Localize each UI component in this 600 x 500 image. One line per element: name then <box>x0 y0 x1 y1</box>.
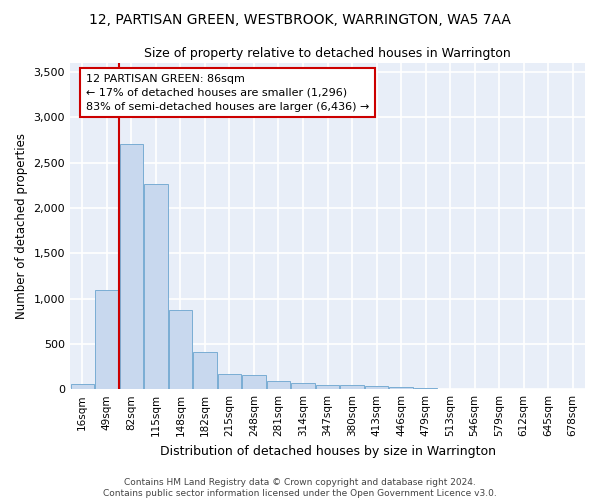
Bar <box>119 144 143 389</box>
Bar <box>169 310 192 389</box>
Bar <box>218 374 241 389</box>
Bar <box>71 384 94 389</box>
Bar <box>316 384 339 389</box>
Y-axis label: Number of detached properties: Number of detached properties <box>15 133 28 319</box>
Bar <box>414 388 437 389</box>
Text: 12, PARTISAN GREEN, WESTBROOK, WARRINGTON, WA5 7AA: 12, PARTISAN GREEN, WESTBROOK, WARRINGTO… <box>89 12 511 26</box>
Bar <box>193 352 217 389</box>
Bar <box>365 386 388 389</box>
Bar <box>242 374 266 389</box>
Bar <box>144 184 167 389</box>
Bar <box>389 388 413 389</box>
Bar <box>292 384 314 389</box>
Bar <box>95 290 118 389</box>
X-axis label: Distribution of detached houses by size in Warrington: Distribution of detached houses by size … <box>160 444 496 458</box>
Text: 12 PARTISAN GREEN: 86sqm
← 17% of detached houses are smaller (1,296)
83% of sem: 12 PARTISAN GREEN: 86sqm ← 17% of detach… <box>86 74 370 112</box>
Bar <box>340 385 364 389</box>
Title: Size of property relative to detached houses in Warrington: Size of property relative to detached ho… <box>144 48 511 60</box>
Text: Contains HM Land Registry data © Crown copyright and database right 2024.
Contai: Contains HM Land Registry data © Crown c… <box>103 478 497 498</box>
Bar <box>267 381 290 389</box>
